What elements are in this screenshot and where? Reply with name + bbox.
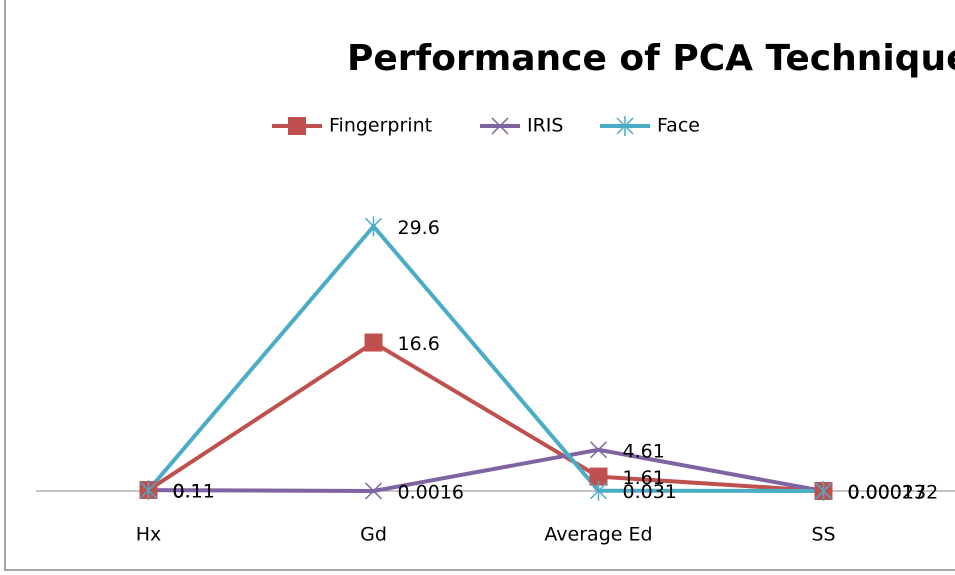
x-tick-label: Gd xyxy=(360,524,387,546)
marker-stroke xyxy=(589,441,608,459)
data-label: 4.61 xyxy=(623,440,665,462)
marker xyxy=(139,480,158,501)
data-label: 0.0016 xyxy=(398,481,464,503)
marker xyxy=(589,467,608,486)
series-line xyxy=(146,223,824,493)
data-label: 0.00013 xyxy=(848,481,927,503)
legend-label: Face xyxy=(657,115,700,137)
series-line xyxy=(147,340,824,493)
x-tick-label: SS xyxy=(811,524,835,546)
data-label: 0.11 xyxy=(173,481,215,503)
marker xyxy=(589,480,608,501)
data-label: 16.6 xyxy=(398,333,440,355)
legend-label: IRIS xyxy=(527,115,563,137)
data-label: 0.00017 xyxy=(848,481,927,503)
data-label: 29.6 xyxy=(398,217,440,239)
data-label: 1.61 xyxy=(623,467,665,489)
legend-marker xyxy=(491,117,509,135)
legend-label: Fingerprint xyxy=(329,115,432,137)
x-tick-label: Average Ed xyxy=(544,524,652,546)
x-tick-label: Hx xyxy=(136,524,162,546)
marker-stroke xyxy=(491,117,509,135)
data-label: 0.1 xyxy=(173,481,203,503)
series-line xyxy=(148,447,824,493)
marker xyxy=(364,482,383,500)
marker-stroke xyxy=(364,482,383,500)
marker xyxy=(814,480,833,501)
data-label: 0.1 xyxy=(173,481,203,503)
legend-marker xyxy=(616,116,634,136)
data-label: 0.031 xyxy=(623,481,677,503)
marker xyxy=(589,441,608,459)
legend-marker xyxy=(288,117,306,135)
chart-title: Performance of PCA Technique xyxy=(347,38,955,79)
marker xyxy=(364,216,383,237)
data-label: 0.000232 xyxy=(848,481,939,503)
marker xyxy=(364,333,383,352)
